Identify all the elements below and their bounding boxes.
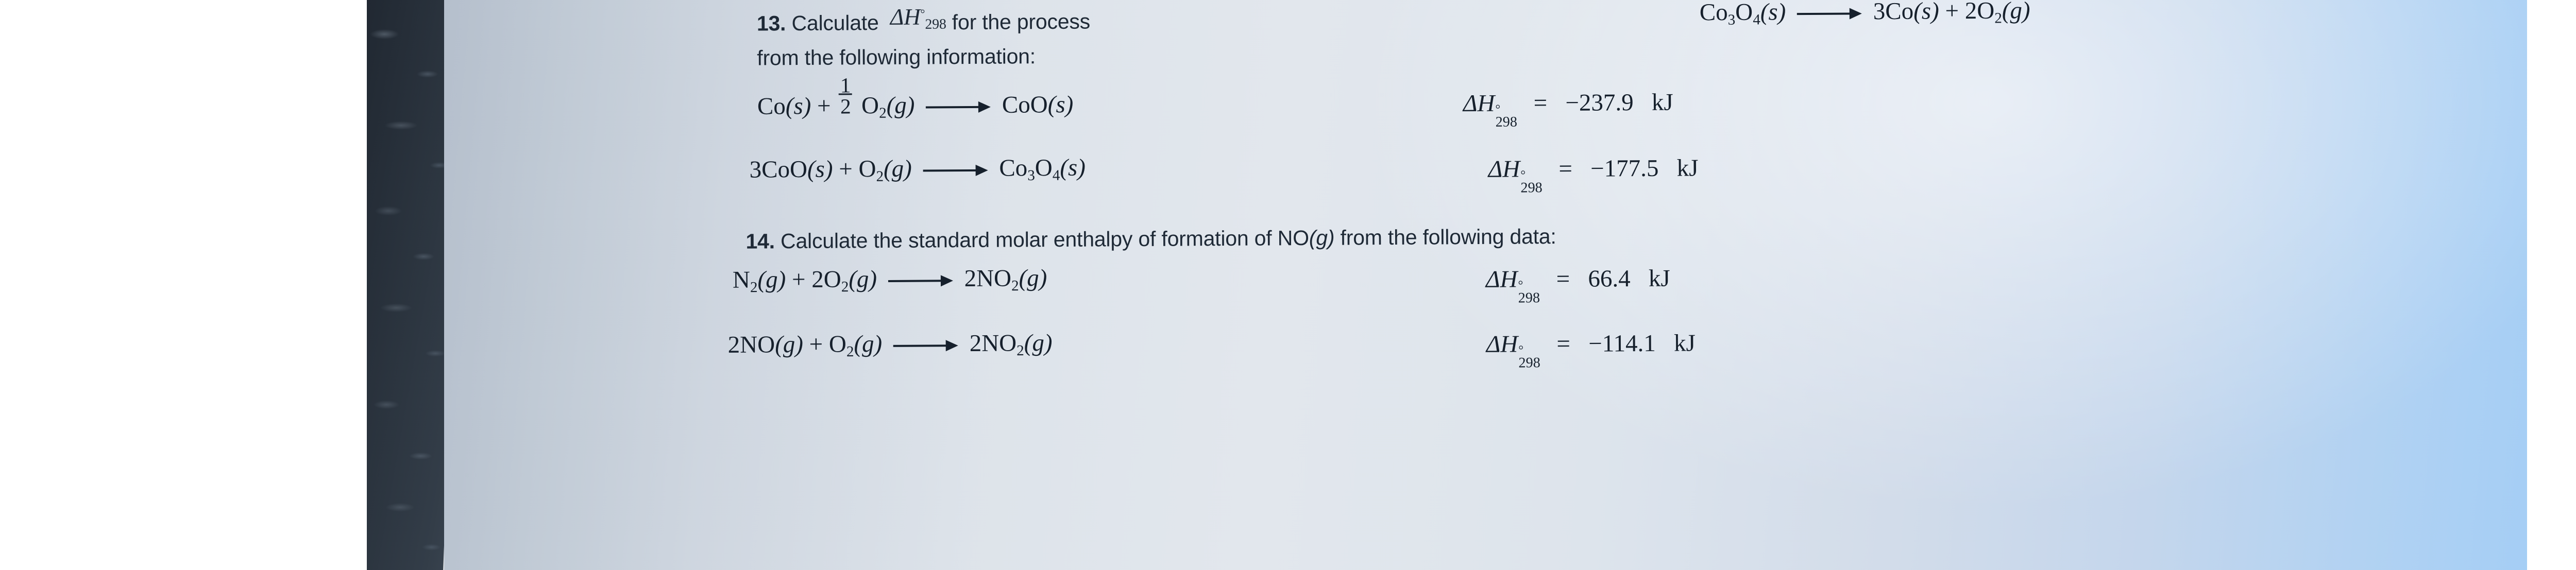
letterbox-right <box>2527 0 2576 570</box>
question-14-line-1: 14. Calculate the standard molar enthalp… <box>745 224 1556 253</box>
textbook-page-surface <box>444 0 2527 570</box>
reactant-2o2: 2O2(g) <box>811 266 877 296</box>
question-13-line-2: from the following information: <box>757 44 1036 70</box>
enthalpy-symbol: ΔH ° 298 <box>1463 90 1518 131</box>
plus-glyph-5: + <box>809 331 823 358</box>
enthalpy-value: −114.1 <box>1588 330 1656 357</box>
enthalpy-value: −177.5 <box>1590 154 1659 182</box>
enthalpy-symbol: ΔH ° 298 <box>1488 156 1543 196</box>
q13-enthalpy-2: ΔH ° 298 = −177.5 kJ <box>1488 154 1699 196</box>
question-13-line-1: 13. Calculate ΔH°298 for the process <box>756 4 1091 38</box>
letterbox-left <box>0 0 367 570</box>
reactant-n2: N2(g) <box>732 266 786 296</box>
enthalpy-unit: kJ <box>1673 330 1696 357</box>
product-co3o4: Co3O4(s) <box>999 154 1086 184</box>
reaction-arrow-icon <box>888 269 953 292</box>
question-14-number: 14. <box>745 229 775 253</box>
product-2no2-b: 2NO2(g) <box>969 329 1053 359</box>
q13-equation-2: 3CoO(s) + O2(g) Co3O4(s) <box>749 154 1086 185</box>
enthalpy-value: 66.4 <box>1588 265 1631 292</box>
q14-enthalpy-2: ΔH ° 298 = −114.1 kJ <box>1486 330 1696 371</box>
question-13-verb: Calculate <box>791 11 879 36</box>
reaction-arrow-icon <box>923 159 988 182</box>
h-glyph: H <box>904 4 921 30</box>
question-14-text-b: from the following data: <box>1340 224 1556 250</box>
question-13-number: 13. <box>756 11 786 36</box>
reaction-arrow-icon <box>1797 2 1862 25</box>
reactant-co: Co(s) <box>757 93 811 120</box>
enthalpy-symbol: ΔH ° 298 <box>1486 331 1540 371</box>
enthalpy-unit: kJ <box>1648 265 1670 292</box>
reactant-o2-b: O2(g) <box>858 155 912 185</box>
product-2o2: 2O2(g) <box>1964 0 2030 27</box>
reactant-o2: O2(g) <box>861 92 915 122</box>
enthalpy-unit: kJ <box>1651 89 1673 116</box>
q13-enthalpy-1: ΔH ° 298 = −237.9 kJ <box>1463 89 1673 131</box>
q14-enthalpy-1: ΔH ° 298 = 66.4 kJ <box>1485 265 1670 306</box>
reactant-3coo: 3CoO(s) <box>749 156 833 183</box>
reaction-arrow-icon <box>893 334 959 357</box>
question-13-enthalpy-symbol: ΔH°298 <box>890 4 946 32</box>
enthalpy-symbol: ΔH ° 298 <box>1485 266 1540 306</box>
plus-glyph-3: + <box>839 156 853 183</box>
question-13-header-equation: Co3O4(s) 3Co(s) + 2O2(g) <box>1700 0 2030 28</box>
plus-glyph-1: + <box>1945 0 1959 25</box>
equals-glyph: = <box>1558 155 1573 182</box>
reactant-2no: 2NO(g) <box>727 331 804 358</box>
reaction-arrow-icon <box>926 96 991 119</box>
enthalpy-value: −237.9 <box>1565 89 1634 116</box>
question-13-tail: for the process <box>952 9 1091 34</box>
plus-glyph-4: + <box>791 266 806 293</box>
q14-equation-1: N2(g) + 2O2(g) 2NO2(g) <box>732 265 1047 296</box>
formula-co3o4: Co3O4(s) <box>1699 0 1786 28</box>
enthalpy-unit: kJ <box>1676 154 1699 182</box>
equals-glyph: = <box>1556 330 1571 358</box>
question-14-text-a: Calculate the standard molar enthalpy of… <box>780 226 1272 253</box>
q14-equation-2: 2NO(g) + O2(g) 2NO2(g) <box>727 329 1053 360</box>
plus-glyph-2: + <box>817 92 831 120</box>
page-content: 13. Calculate ΔH°298 for the process Co3… <box>365 0 2529 570</box>
question-14-species: NO <box>1277 226 1309 250</box>
equals-glyph: = <box>1533 90 1548 117</box>
product-3co: 3Co(s) <box>1873 0 1939 25</box>
question-14-species-state: (g) <box>1309 226 1335 250</box>
product-2no2: 2NO2(g) <box>964 265 1047 295</box>
product-coo: CoO(s) <box>1002 91 1074 118</box>
equals-glyph: = <box>1556 265 1570 293</box>
reactant-o2-c: O2(g) <box>828 331 883 360</box>
delta-glyph: Δ <box>890 4 904 30</box>
subscript-298: 298 <box>925 16 946 32</box>
